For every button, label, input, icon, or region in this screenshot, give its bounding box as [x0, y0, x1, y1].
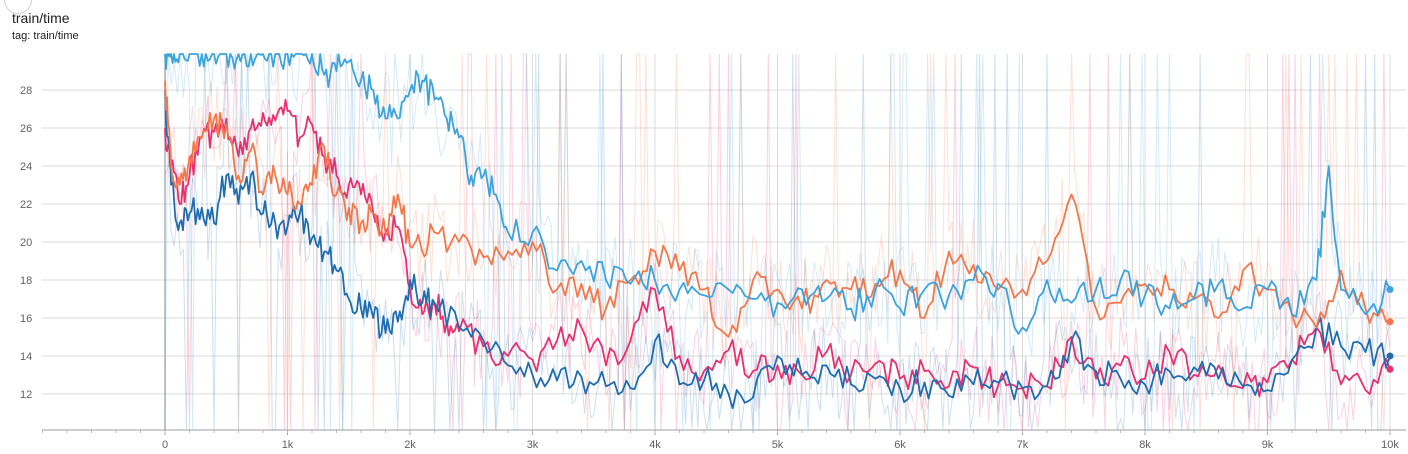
series-layer: [164, 53, 1394, 431]
raw-series-line: [164, 53, 1391, 431]
series-end-marker: [1386, 285, 1394, 293]
y-tick-label: 24: [20, 161, 32, 173]
y-tick-label: 12: [20, 389, 32, 401]
y-tick-label: 20: [20, 237, 32, 249]
axes: 12 14 16 18 20 22 24 26 28 0 1k 2k 3k 4k 5k 6k 7k 8k 9k 10k: [20, 54, 1406, 451]
y-tick-label: 14: [20, 351, 32, 363]
y-tick-label: 28: [20, 85, 32, 97]
x-tick-label: 4k: [649, 439, 661, 451]
x-tick-label: 2k: [404, 439, 416, 451]
series-line: [164, 98, 1391, 400]
series-end-marker: [1386, 365, 1394, 373]
raw-series-line: [164, 53, 1391, 431]
series-line: [164, 53, 1391, 335]
chart-title: train/time: [12, 10, 70, 26]
series-line: [164, 90, 1391, 410]
x-tick-label: 6k: [894, 439, 906, 451]
x-tick-label: 3k: [527, 439, 539, 451]
x-tick-label: 8k: [1139, 439, 1151, 451]
y-tick-label: 18: [20, 275, 32, 287]
x-tick-label: 0: [162, 439, 168, 451]
y-tick-label: 16: [20, 313, 32, 325]
chart-tag: tag: train/time: [12, 30, 79, 42]
series-end-marker: [1386, 318, 1394, 326]
raw-series-line: [164, 53, 1391, 431]
x-tick-label: 1k: [282, 439, 294, 451]
x-tick-label: 9k: [1262, 439, 1274, 451]
series-end-marker: [1386, 352, 1394, 360]
x-tick-label: 7k: [1017, 439, 1029, 451]
y-tick-label: 26: [20, 123, 32, 135]
y-tick-label: 22: [20, 199, 32, 211]
x-tick-label: 10k: [1381, 439, 1399, 451]
x-tick-label: 5k: [772, 439, 784, 451]
